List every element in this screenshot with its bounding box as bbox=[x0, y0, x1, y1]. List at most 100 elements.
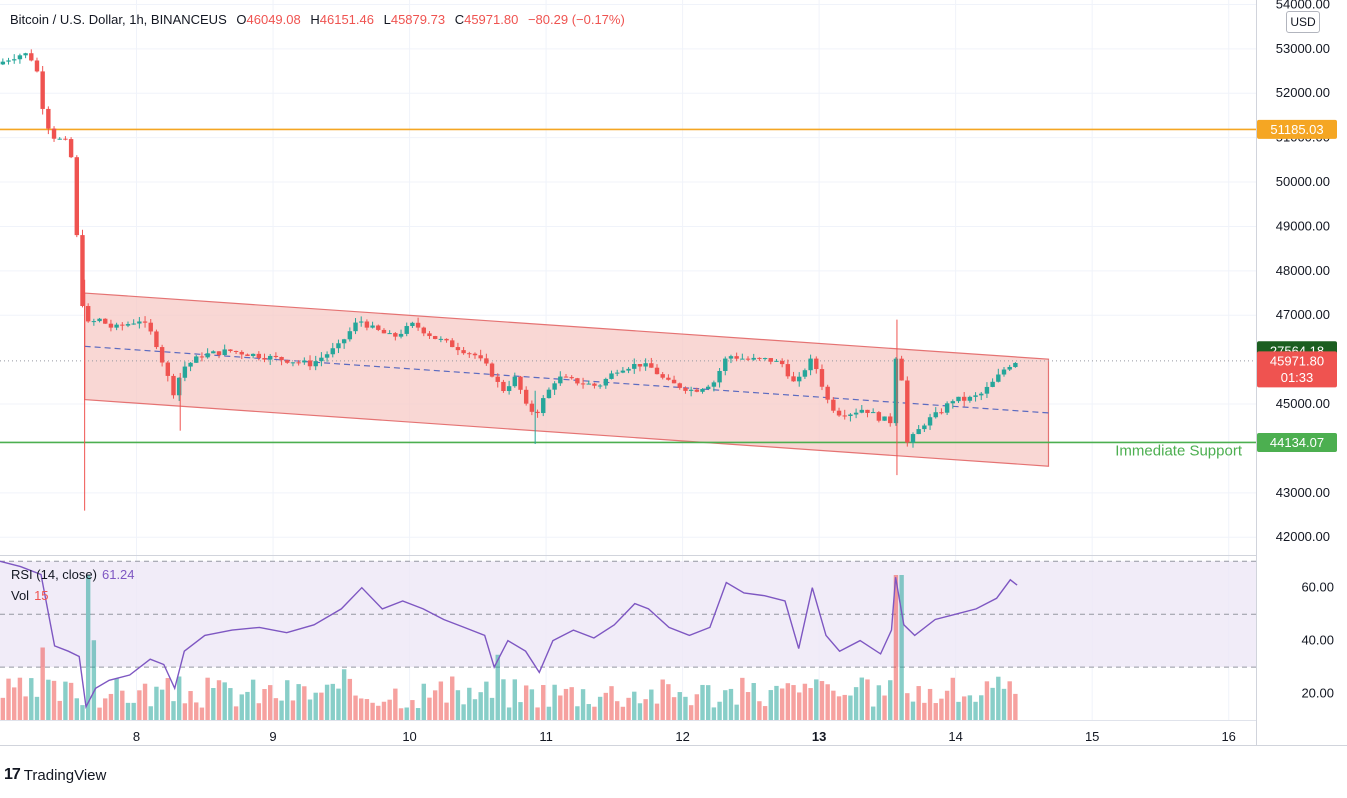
horizontal-lines: Immediate Support bbox=[0, 128, 1256, 459]
candle-body bbox=[205, 353, 210, 358]
volume-bar bbox=[825, 684, 830, 720]
volume-bar bbox=[85, 575, 91, 720]
candle-body bbox=[285, 360, 290, 363]
descending-channel bbox=[84, 292, 1050, 467]
volume-bar bbox=[808, 688, 813, 720]
volume-bar bbox=[23, 696, 28, 720]
candle-body bbox=[825, 386, 830, 400]
rsi-band-fill bbox=[0, 561, 1256, 668]
candle-body bbox=[398, 333, 404, 337]
volume-bar bbox=[785, 683, 791, 720]
volume-bar bbox=[450, 676, 455, 720]
candle-body bbox=[762, 358, 768, 360]
candle-body bbox=[575, 378, 580, 384]
volume-bar bbox=[518, 702, 523, 720]
candle-body bbox=[302, 360, 307, 363]
volume-bar bbox=[910, 701, 916, 720]
candle-body bbox=[774, 360, 779, 362]
candle-body bbox=[939, 412, 944, 414]
candle-body bbox=[222, 349, 227, 356]
candle-body bbox=[393, 333, 398, 337]
candle-body bbox=[967, 396, 973, 401]
candle-body bbox=[427, 333, 432, 337]
candle-body bbox=[438, 338, 444, 340]
candle-body bbox=[558, 376, 563, 384]
volume-bar bbox=[637, 703, 643, 720]
candle-body bbox=[723, 358, 728, 371]
candle-body bbox=[63, 138, 68, 140]
volume-bar bbox=[614, 701, 620, 720]
volume-bar bbox=[541, 685, 546, 720]
candle-body bbox=[6, 60, 11, 62]
volume-legend-label: Vol bbox=[11, 588, 30, 603]
volume-bar bbox=[256, 703, 262, 720]
candle-body bbox=[984, 386, 990, 394]
candle-body bbox=[870, 412, 876, 414]
volume-bar bbox=[916, 686, 921, 720]
candle-body bbox=[523, 389, 529, 404]
volume-bar bbox=[546, 706, 552, 720]
candle-body bbox=[148, 322, 153, 332]
candle-body bbox=[603, 378, 609, 386]
resistance-tag-label: 51185.03 bbox=[1270, 122, 1323, 137]
volume-bar bbox=[364, 699, 370, 720]
candle-body bbox=[267, 355, 273, 360]
candle-body bbox=[688, 389, 694, 391]
volume-bar bbox=[205, 677, 210, 720]
volume-bar bbox=[512, 679, 518, 720]
candle-body bbox=[717, 370, 722, 383]
candle-body bbox=[23, 53, 28, 56]
volume-bar bbox=[961, 696, 967, 720]
volume-bar bbox=[882, 695, 887, 720]
volume-bar bbox=[552, 684, 557, 720]
candle-body bbox=[125, 324, 131, 326]
volume-bar bbox=[643, 699, 648, 720]
price-tick-label: 45000.00 bbox=[1276, 396, 1330, 411]
candle-body bbox=[114, 324, 119, 328]
volume-bar bbox=[501, 679, 506, 720]
volume-bar bbox=[296, 684, 301, 720]
candle-body bbox=[677, 383, 682, 388]
volume-bar bbox=[495, 654, 500, 720]
volume-bar bbox=[853, 687, 859, 720]
volume-bar bbox=[1013, 693, 1018, 720]
candle-body bbox=[410, 322, 415, 327]
volume-bar bbox=[484, 681, 489, 720]
volume-bar bbox=[814, 679, 819, 720]
candle-body bbox=[245, 354, 250, 356]
price-tick-label: 52000.00 bbox=[1276, 85, 1330, 100]
volume-bar bbox=[74, 698, 79, 720]
candle-body bbox=[80, 235, 85, 307]
candle-body bbox=[893, 358, 899, 424]
candle-body bbox=[262, 358, 267, 360]
time-tick-label: 9 bbox=[269, 729, 276, 744]
volume-bar bbox=[188, 691, 193, 720]
rsi-legend-value: 61.24 bbox=[101, 567, 135, 582]
candle-body bbox=[46, 108, 51, 129]
volume-bar bbox=[819, 681, 825, 720]
close-value: 45971.80 bbox=[464, 12, 519, 27]
candle-body bbox=[216, 351, 222, 356]
tradingview-logo[interactable]: 17 TradingView bbox=[4, 766, 106, 784]
high-value: 46151.46 bbox=[319, 12, 374, 27]
tradingview-logo-text: TradingView bbox=[23, 766, 107, 784]
candle-body bbox=[228, 349, 233, 351]
time-tick-label: 11 bbox=[539, 729, 553, 744]
candle-body bbox=[296, 362, 301, 364]
volume-bar bbox=[142, 683, 148, 720]
volume-bar bbox=[245, 691, 250, 720]
volume-bar bbox=[455, 690, 461, 720]
volume-bar bbox=[347, 678, 353, 720]
time-tick-label: 16 bbox=[1221, 729, 1235, 744]
volume-bar bbox=[870, 706, 876, 720]
volume-bar bbox=[626, 697, 631, 720]
currency-button[interactable]: USD bbox=[1286, 11, 1320, 33]
time-tick-label: 12 bbox=[675, 729, 689, 744]
volume-bar bbox=[899, 575, 904, 720]
volume-bar bbox=[313, 692, 318, 720]
candle-body bbox=[933, 412, 938, 418]
volume-bar bbox=[63, 681, 68, 720]
candle-body bbox=[182, 366, 188, 378]
rsi-legend-label: RSI (14, close) bbox=[11, 567, 97, 582]
